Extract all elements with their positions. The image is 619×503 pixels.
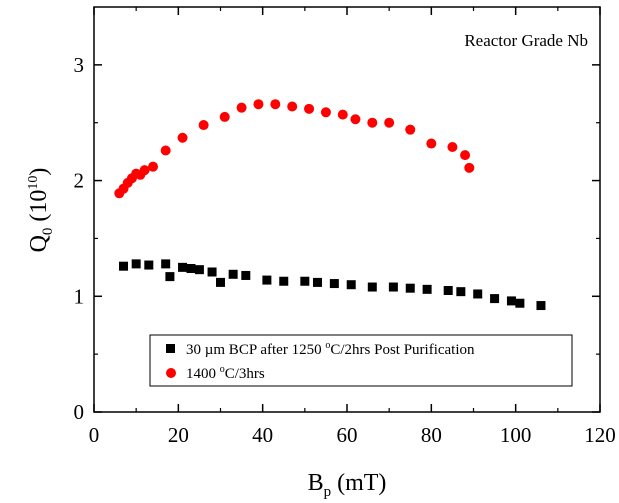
series-2-point: [464, 162, 475, 173]
series-2-point: [426, 138, 437, 149]
series-2-point: [367, 117, 378, 128]
legend-label-series-1: 30 µm BCP after 1250 oC/2hrs Post Purifi…: [186, 340, 475, 358]
series-1-point: [515, 298, 525, 308]
series-2-point: [337, 109, 348, 120]
data-points: [114, 99, 546, 311]
series-1-point: [186, 264, 196, 274]
legend-label-series-1-degree: o: [325, 340, 330, 351]
x-axis-label-rest: (mT): [331, 470, 386, 496]
series-1-point: [443, 286, 453, 295]
series-1-point: [131, 259, 141, 269]
series-1-point: [490, 294, 500, 304]
x-tick-label: 0: [89, 423, 100, 447]
series-2-point: [219, 111, 230, 122]
series-1-point: [279, 276, 289, 286]
y-axis-label-post: ): [26, 168, 52, 176]
series-2-point: [405, 124, 416, 135]
legend-marker-circle: [166, 368, 176, 378]
x-tick-label: 20: [168, 423, 189, 447]
x-axis-label-sub: p: [324, 484, 332, 500]
legend-entry-series-1: 30 µm BCP after 1250 oC/2hrs Post Purifi…: [166, 340, 475, 358]
y-axis-label-sub: 0: [40, 228, 56, 236]
y-tick-label: 2: [74, 169, 85, 193]
x-axis-label-main: B: [308, 470, 324, 496]
series-1-point: [473, 289, 483, 299]
legend-entry-series-2: 1400 oC/3hrs: [166, 364, 265, 382]
series-1-point: [207, 267, 217, 277]
series-1-point: [300, 276, 310, 286]
series-1-point: [388, 282, 398, 292]
legend-label-series-2-part-1: 1400: [186, 366, 220, 382]
y-tick-label: 0: [74, 400, 85, 424]
x-tick-label: 120: [584, 423, 616, 447]
series-1-point: [367, 282, 377, 292]
legend-box: [149, 334, 573, 387]
x-tick-label: 100: [500, 423, 532, 447]
series-2-point: [160, 145, 171, 156]
series-2-point: [384, 117, 395, 128]
y-axis-label-sup: 10: [26, 176, 41, 190]
series-1-point: [165, 272, 175, 282]
x-tick-label: 60: [337, 423, 358, 447]
series-1-point: [422, 284, 432, 294]
series-1-point: [329, 279, 339, 289]
series-2-point: [320, 107, 331, 118]
y-axis-label: Q0 (1010): [26, 168, 56, 253]
series-1-point: [228, 269, 238, 279]
legend-label-series-1-part-1: 30 µm BCP after 1250: [186, 342, 325, 358]
x-tick-label: 80: [421, 423, 442, 447]
series-1-point: [405, 283, 415, 293]
series-1-point: [241, 270, 251, 280]
series-2-point: [350, 114, 361, 125]
series-1-point: [178, 262, 188, 272]
y-axis-label-main: Q: [26, 235, 52, 252]
x-axis-label: Bp (mT): [308, 470, 387, 500]
series-2-point: [148, 161, 159, 172]
series-2-point: [287, 101, 298, 112]
series-1-point: [312, 277, 322, 287]
series-2-point: [198, 120, 209, 131]
legend-label-series-1-part-2: C/2hrs Post Purification: [330, 342, 475, 358]
y-tick-label: 3: [74, 53, 85, 77]
x-tick-label: 40: [252, 423, 273, 447]
series-2-point: [460, 150, 471, 161]
legend-marker-square: [166, 344, 175, 353]
legend-label-series-2-degree: o: [220, 364, 225, 375]
tick-labels: 0 20 40 60 80 100 120 0 1 2 3: [74, 53, 616, 447]
series-1-point: [346, 280, 356, 290]
series-1-point: [194, 265, 204, 275]
series-2-point: [253, 99, 264, 110]
series-2-point: [304, 103, 315, 114]
chart-annotation: Reactor Grade Nb: [464, 31, 588, 50]
legend: 30 µm BCP after 1250 oC/2hrs Post Purifi…: [149, 334, 573, 387]
series-1-point: [119, 261, 129, 271]
series-1-point: [216, 277, 225, 287]
axis-ticks: [93, 7, 601, 413]
series-2-point: [236, 102, 247, 113]
series-1-point: [536, 301, 546, 311]
series-1-point: [456, 287, 466, 297]
series-1-point: [161, 259, 171, 269]
legend-label-series-2-part-2: C/3hrs: [225, 366, 265, 382]
series-1-point: [506, 296, 516, 306]
series-2-point: [177, 132, 188, 143]
y-tick-label: 1: [74, 284, 85, 308]
series-1-point: [144, 260, 154, 270]
y-axis-label-pre: (10: [26, 190, 52, 228]
legend-label-series-2: 1400 oC/3hrs: [186, 364, 265, 382]
series-1-point: [262, 275, 272, 285]
series-2-point: [139, 165, 150, 176]
series-2-point: [270, 99, 281, 110]
series-2-point: [447, 142, 458, 153]
